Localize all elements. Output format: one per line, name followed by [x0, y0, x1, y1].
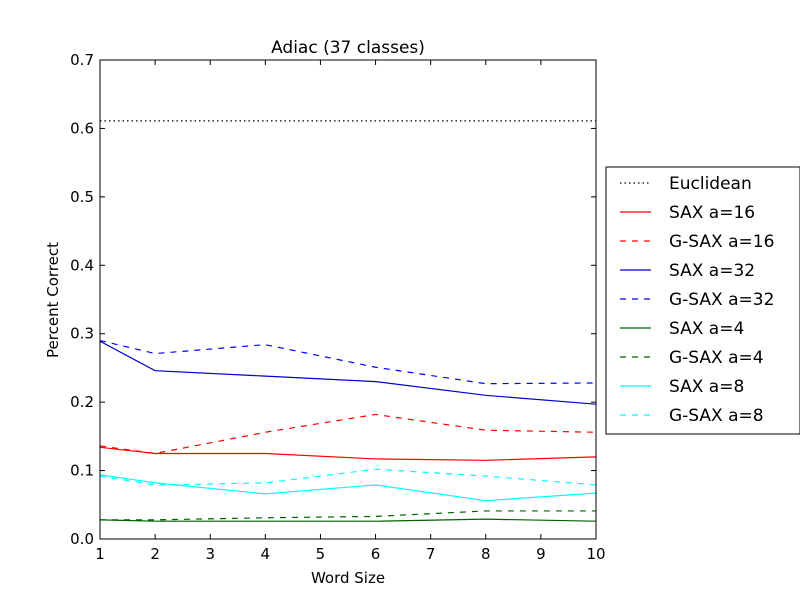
x-tick-label: 7	[426, 545, 436, 563]
x-axis: 1 2 3 4 5 6 7 8 9 10	[95, 60, 606, 563]
series-line-sax-a-16	[100, 446, 596, 461]
legend-label-g-sax-a-16: G-SAX a=16	[669, 232, 774, 252]
y-axis: 0.0 0.1 0.2 0.3 0.4 0.5 0.6 0.7	[70, 51, 596, 548]
x-tick-label: 4	[261, 545, 271, 563]
series-line-sax-a-8	[100, 474, 596, 502]
y-tick-label: 0.3	[70, 325, 94, 343]
legend-label-sax-a-16: SAX a=16	[669, 203, 755, 223]
legend-label-sax-a-8: SAX a=8	[669, 377, 744, 397]
x-tick-label: 10	[586, 545, 605, 563]
x-axis-label: Word Size	[311, 569, 385, 587]
plot-frame	[99, 59, 597, 540]
x-tick-label: 5	[316, 545, 326, 563]
legend-label-sax-a-32: SAX a=32	[669, 261, 755, 281]
y-tick-label: 0.6	[70, 119, 94, 137]
x-tick-label: 2	[150, 545, 160, 563]
series-line-g-sax-a-16	[100, 413, 596, 455]
legend: Euclidean SAX a=16 G-SAX a=16 SAX a=32 G-SAX…	[605, 166, 800, 435]
series-line-sax-a-32	[100, 340, 596, 405]
y-axis-label: Percent Correct	[44, 242, 62, 358]
legend-label-euclidean: Euclidean	[669, 174, 752, 194]
legend-label-g-sax-a-4: G-SAX a=4	[669, 348, 764, 368]
x-tick-label: 3	[205, 545, 215, 563]
series-line-g-sax-a-8	[100, 468, 596, 486]
chart-title: Adiac (37 classes)	[271, 38, 425, 58]
y-tick-label: 0.4	[70, 256, 94, 274]
x-tick-label: 6	[371, 545, 381, 563]
y-tick-label: 0.0	[70, 530, 94, 548]
series-line-g-sax-a-4	[100, 510, 596, 521]
y-tick-label: 0.5	[70, 188, 94, 206]
legend-label-sax-a-4: SAX a=4	[669, 319, 744, 339]
y-tick-label: 0.2	[70, 393, 94, 411]
series-line-sax-a-4	[100, 518, 596, 522]
plot-area	[99, 59, 597, 540]
y-tick-label: 0.1	[70, 462, 94, 480]
legend-label-g-sax-a-32: G-SAX a=32	[669, 290, 774, 310]
y-tick-label: 0.7	[70, 51, 94, 69]
x-tick-label: 8	[481, 545, 491, 563]
x-tick-label: 9	[536, 545, 546, 563]
x-tick-label: 1	[95, 545, 105, 563]
legend-label-g-sax-a-8: G-SAX a=8	[669, 406, 764, 426]
series-lines	[100, 120, 596, 522]
series-line-g-sax-a-32	[100, 339, 596, 385]
